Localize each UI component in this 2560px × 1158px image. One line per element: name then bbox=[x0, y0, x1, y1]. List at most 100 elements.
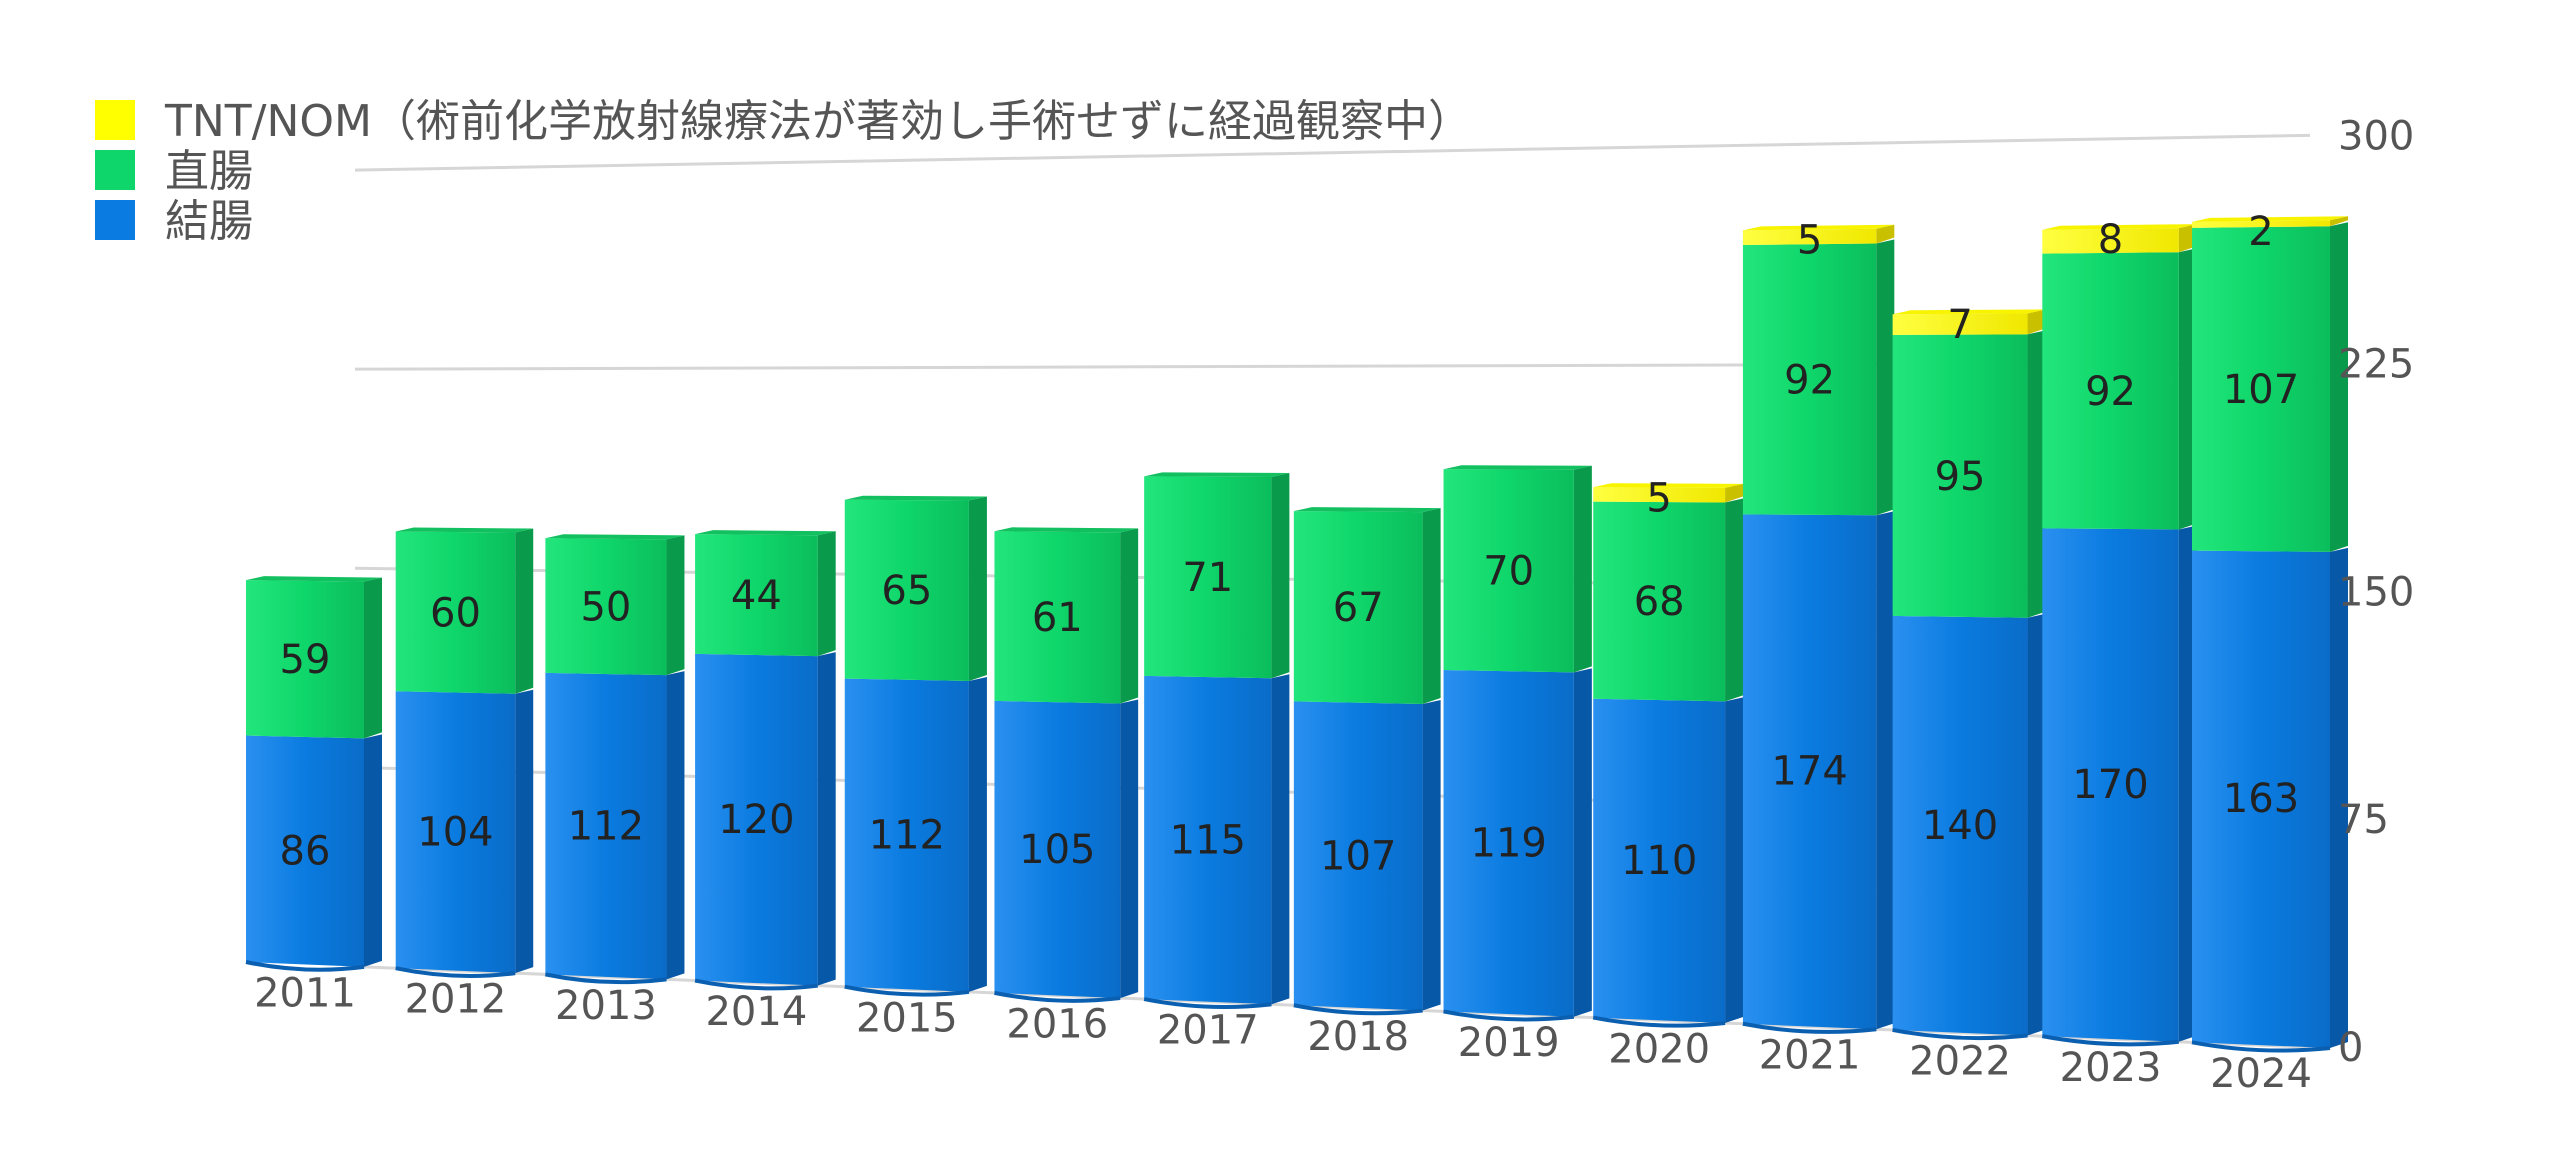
data-label: 163 bbox=[2223, 776, 2299, 822]
x-tick-label: 2019 bbox=[1458, 1020, 1560, 1066]
bar-top-cap bbox=[2042, 224, 2197, 230]
bar-top-cap bbox=[395, 527, 534, 533]
colon-segment-side bbox=[1271, 674, 1290, 1005]
x-tick-label: 2017 bbox=[1157, 1008, 1259, 1054]
x-tick-label: 2023 bbox=[2060, 1045, 2162, 1091]
tnt-nom-segment bbox=[2192, 220, 2330, 228]
data-label: 119 bbox=[1471, 821, 1547, 867]
colon-segment-side bbox=[817, 652, 836, 986]
rectum-segment-side bbox=[1876, 239, 1895, 516]
tnt-nom-segment-side bbox=[1725, 483, 1744, 503]
y-tick-label: 150 bbox=[2338, 569, 2414, 615]
colon-segment bbox=[1144, 675, 1272, 1005]
colon-segment bbox=[844, 678, 969, 992]
rectum-segment bbox=[1443, 469, 1574, 673]
colon-segment bbox=[2042, 528, 2179, 1042]
data-label: 61 bbox=[1032, 595, 1083, 641]
bar-bottom-edge bbox=[2041, 1034, 2179, 1047]
colon-segment-side bbox=[1573, 668, 1592, 1017]
colon-segment bbox=[1293, 701, 1423, 1011]
data-label: 67 bbox=[1333, 585, 1384, 631]
rectum-segment-side bbox=[2330, 222, 2348, 552]
data-label: 110 bbox=[1621, 838, 1697, 884]
bar-bottom-edge bbox=[395, 966, 516, 978]
bar-bottom-edge bbox=[1293, 1003, 1423, 1016]
legend-swatch bbox=[95, 200, 135, 240]
colon-segment-side bbox=[2027, 613, 2046, 1036]
rectum-segment bbox=[1293, 511, 1423, 705]
data-label: 92 bbox=[1784, 358, 1835, 404]
data-label: 68 bbox=[1634, 579, 1685, 625]
legend-swatch bbox=[95, 150, 135, 190]
tnt-nom-segment-side bbox=[2027, 309, 2046, 335]
legend-item-rectum: 直腸 bbox=[165, 146, 253, 197]
x-axis: 2011 2012 2013 2014 2015 2016 2017 2018 2019 2020… bbox=[254, 970, 2312, 1097]
rectum-segment bbox=[1593, 501, 1726, 702]
colon-segment bbox=[1892, 615, 2028, 1036]
data-label: 71 bbox=[1182, 555, 1233, 601]
y-tick-label: 225 bbox=[2338, 341, 2414, 387]
data-label: 170 bbox=[2072, 762, 2148, 808]
rectum-segment-side bbox=[1725, 498, 1744, 702]
data-label: 2 bbox=[2248, 209, 2273, 255]
x-tick-label: 2021 bbox=[1759, 1033, 1861, 1079]
rectum-segment-side bbox=[515, 528, 534, 694]
tnt-nom-segment bbox=[1593, 487, 1726, 503]
bar-bottom-edge bbox=[1742, 1021, 1877, 1034]
data-label: 107 bbox=[2223, 367, 2299, 413]
data-label: 44 bbox=[731, 573, 782, 619]
data-label: 5 bbox=[1797, 218, 1822, 264]
data-label: 95 bbox=[1935, 454, 1986, 500]
colon-segment-side bbox=[666, 671, 685, 980]
tnt-nom-segment-side bbox=[2330, 216, 2348, 227]
x-tick-label: 2013 bbox=[555, 983, 657, 1029]
rectum-segment bbox=[2192, 226, 2330, 552]
x-tick-label: 2014 bbox=[705, 989, 807, 1035]
colon-segment bbox=[1443, 670, 1574, 1017]
bar-top-cap bbox=[1144, 472, 1290, 477]
rectum-segment bbox=[695, 534, 818, 657]
tnt-nom-segment bbox=[1892, 313, 2028, 335]
colon-segment bbox=[1742, 514, 1877, 1030]
colon-segment bbox=[695, 653, 818, 986]
y-tick-label: 75 bbox=[2338, 797, 2389, 843]
bar-top-cap bbox=[246, 576, 382, 582]
data-label: 65 bbox=[881, 568, 932, 614]
tnt-nom-segment bbox=[2042, 228, 2179, 254]
rectum-segment bbox=[246, 580, 364, 739]
rectum-segment bbox=[844, 499, 969, 681]
bar-bottom-edge bbox=[1443, 1009, 1575, 1022]
data-label: 60 bbox=[430, 590, 481, 636]
data-label: 174 bbox=[1771, 749, 1847, 795]
x-tick-label: 2024 bbox=[2210, 1051, 2312, 1097]
x-tick-label: 2011 bbox=[254, 970, 356, 1016]
tnt-nom-segment-side bbox=[1876, 224, 1895, 244]
data-label: 70 bbox=[1483, 548, 1534, 594]
gridline bbox=[354, 133, 2311, 172]
colon-segment bbox=[246, 735, 364, 967]
bar-top-cap bbox=[844, 495, 987, 501]
bar-top-cap bbox=[695, 530, 836, 536]
colon-segment-side bbox=[1876, 511, 1895, 1030]
legend-item-colon: 結腸 bbox=[165, 196, 253, 247]
bar-top-cap bbox=[1742, 224, 1895, 231]
rectum-segment bbox=[395, 531, 516, 694]
colon-segment-side bbox=[968, 676, 987, 992]
legend-item-tnt-nom: TNT/NOM（術前化学放射線療法が著効し手術せずに経過観察中） bbox=[164, 96, 1472, 147]
tnt-nom-segment bbox=[1742, 228, 1877, 245]
data-label: 50 bbox=[580, 584, 631, 630]
x-tick-label: 2016 bbox=[1006, 1001, 1108, 1047]
bar-bottom-edge bbox=[2191, 1040, 2331, 1053]
bar-top-cap bbox=[994, 527, 1139, 533]
y-tick-label: 0 bbox=[2338, 1025, 2363, 1071]
bar-bottom-edge bbox=[544, 972, 667, 985]
data-label: 7 bbox=[1947, 302, 1972, 348]
bar-bottom-edge bbox=[1892, 1027, 2028, 1041]
rectum-segment bbox=[994, 531, 1121, 704]
data-label: 120 bbox=[718, 797, 794, 843]
colon-segment-side bbox=[2330, 547, 2348, 1048]
data-label: 112 bbox=[869, 813, 945, 859]
rectum-segment-side bbox=[666, 535, 685, 676]
bar-top-cap bbox=[2192, 216, 2348, 222]
